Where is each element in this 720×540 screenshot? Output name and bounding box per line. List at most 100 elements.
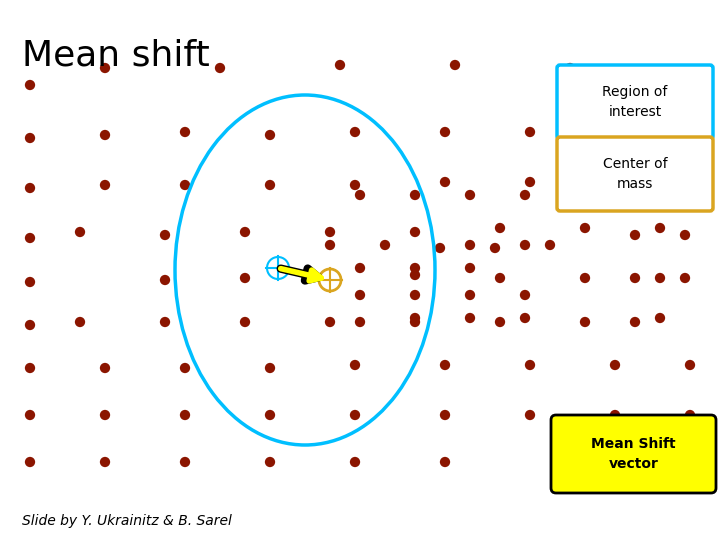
Point xyxy=(439,127,451,136)
Point xyxy=(264,131,276,139)
Point xyxy=(379,241,391,249)
Point xyxy=(24,321,36,329)
Point xyxy=(564,64,576,72)
Point xyxy=(74,318,86,326)
Point xyxy=(519,314,531,322)
Point xyxy=(179,127,191,136)
Text: Center of
mass: Center of mass xyxy=(603,157,667,191)
FancyBboxPatch shape xyxy=(557,65,713,139)
Point xyxy=(519,291,531,299)
Point xyxy=(179,181,191,190)
Point xyxy=(579,224,590,232)
Point xyxy=(264,181,276,190)
Point xyxy=(24,134,36,143)
Point xyxy=(324,318,336,326)
Point xyxy=(609,411,621,420)
Point xyxy=(24,80,36,89)
Point xyxy=(654,224,666,232)
Point xyxy=(609,178,621,186)
Point xyxy=(524,127,536,136)
Point xyxy=(409,191,420,199)
Point xyxy=(99,458,111,467)
Point xyxy=(439,458,451,467)
Point xyxy=(684,361,696,369)
Point xyxy=(524,411,536,420)
Text: Mean shift: Mean shift xyxy=(22,38,210,72)
Point xyxy=(24,411,36,420)
Point xyxy=(349,458,361,467)
Point xyxy=(409,228,420,237)
Point xyxy=(99,411,111,420)
Point xyxy=(24,234,36,242)
Point xyxy=(519,191,531,199)
Point xyxy=(159,318,171,326)
Point xyxy=(264,363,276,372)
Point xyxy=(99,363,111,372)
Point xyxy=(24,278,36,286)
Point xyxy=(24,184,36,192)
Point xyxy=(684,411,696,420)
Point xyxy=(239,228,251,237)
Point xyxy=(179,363,191,372)
Point xyxy=(464,291,476,299)
Point xyxy=(464,314,476,322)
Point xyxy=(99,131,111,139)
Point xyxy=(354,264,366,272)
Point xyxy=(349,361,361,369)
Point xyxy=(654,314,666,322)
Point xyxy=(159,276,171,285)
Point xyxy=(684,178,696,186)
Point xyxy=(99,64,111,72)
Point xyxy=(349,181,361,190)
Point xyxy=(99,181,111,190)
Point xyxy=(439,178,451,186)
Point xyxy=(494,318,505,326)
Point xyxy=(349,127,361,136)
Point xyxy=(324,228,336,237)
Point xyxy=(354,318,366,326)
Point xyxy=(629,231,641,239)
Point xyxy=(609,127,621,136)
Point xyxy=(74,228,86,237)
Point xyxy=(464,241,476,249)
Point xyxy=(179,458,191,467)
Point xyxy=(159,231,171,239)
Point xyxy=(409,264,420,272)
Point xyxy=(679,231,690,239)
Point xyxy=(215,64,226,72)
Point xyxy=(24,363,36,372)
Point xyxy=(494,274,505,282)
Point xyxy=(324,241,336,249)
Point xyxy=(684,127,696,136)
Point xyxy=(264,458,276,467)
Point xyxy=(524,178,536,186)
Point xyxy=(24,458,36,467)
Point xyxy=(409,318,420,326)
Point xyxy=(654,68,666,76)
Point xyxy=(519,241,531,249)
Point xyxy=(464,264,476,272)
Point xyxy=(409,291,420,299)
Point xyxy=(354,291,366,299)
Point xyxy=(544,241,556,249)
Point xyxy=(434,244,446,252)
Point xyxy=(464,191,476,199)
Point xyxy=(524,361,536,369)
Point xyxy=(579,274,590,282)
Point xyxy=(579,318,590,326)
Text: Mean Shift
vector: Mean Shift vector xyxy=(591,437,676,471)
Point xyxy=(629,274,641,282)
Point xyxy=(409,314,420,322)
Point xyxy=(439,361,451,369)
Point xyxy=(409,271,420,279)
Point xyxy=(439,411,451,420)
Point xyxy=(654,274,666,282)
Point xyxy=(179,411,191,420)
Text: Region of
interest: Region of interest xyxy=(603,85,667,119)
Point xyxy=(354,191,366,199)
Point xyxy=(629,318,641,326)
Point xyxy=(494,224,505,232)
Point xyxy=(264,411,276,420)
Text: Slide by Y. Ukrainitz & B. Sarel: Slide by Y. Ukrainitz & B. Sarel xyxy=(22,514,232,528)
FancyBboxPatch shape xyxy=(557,137,713,211)
